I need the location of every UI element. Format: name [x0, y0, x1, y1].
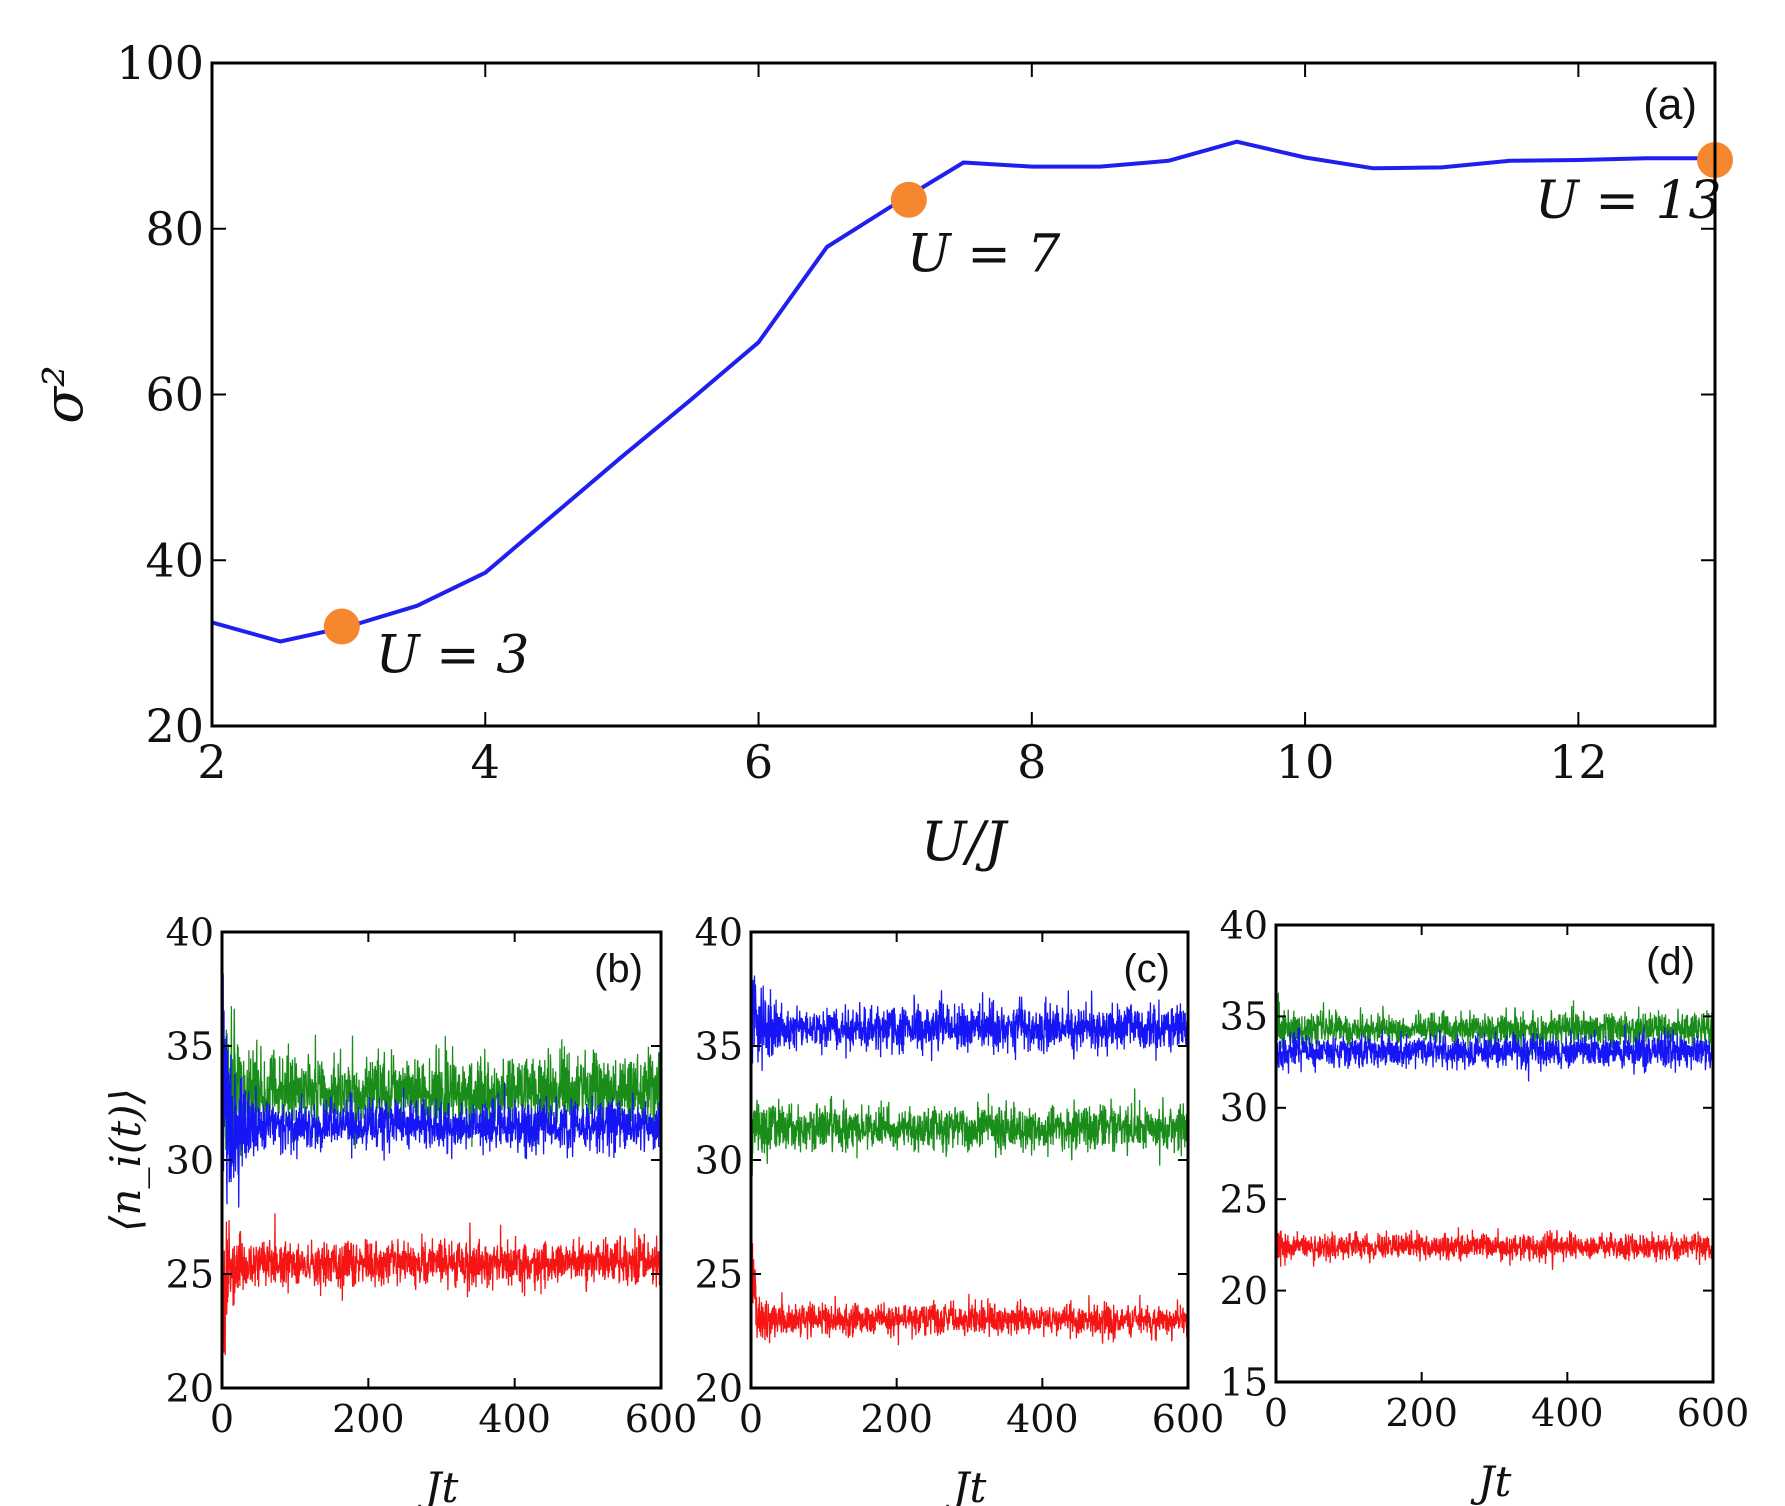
y-tick-label: 20	[1220, 1269, 1268, 1313]
series-trace-blue	[222, 973, 661, 1208]
y-tick-label: 30	[166, 1138, 214, 1182]
y-tick-label: 20	[166, 1366, 214, 1410]
y-tick-label: 30	[695, 1138, 743, 1182]
y-tick-label: 40	[145, 533, 204, 587]
x-tick-label: 6	[744, 735, 773, 789]
y-tick-label: 35	[166, 1024, 214, 1068]
y-tick-label: 35	[695, 1024, 743, 1068]
series-trace-green	[751, 1088, 1188, 1176]
marker-label: U = 13	[1535, 171, 1722, 231]
x-tick-label: 600	[1152, 1397, 1225, 1441]
x-tick-label: 400	[1006, 1397, 1079, 1441]
y-tick-label: 30	[1220, 1086, 1268, 1130]
plot-frame	[1274, 923, 1715, 1384]
x-tick-label: 600	[1677, 1391, 1750, 1435]
x-tick-label: 0	[210, 1397, 234, 1441]
plot-frame	[220, 930, 663, 1390]
x-tick-label: 0	[1264, 1391, 1288, 1435]
series-trace-blue	[1276, 1024, 1713, 1093]
y-tick-label: 60	[145, 368, 204, 422]
x-axis-label: Jt	[945, 1463, 987, 1506]
x-axis-label: U/J	[921, 810, 1010, 873]
series-trace-red	[1276, 1227, 1713, 1270]
x-tick-label: 12	[1549, 735, 1608, 789]
y-axis-label: σ²	[32, 365, 95, 424]
x-tick-label: 8	[1017, 735, 1046, 789]
panel-d: 0 200 400 600 15 20 25 30 35 40 (d) Jt	[1220, 903, 1750, 1506]
x-tick-label: 200	[332, 1397, 405, 1441]
y-tick-label: 35	[1220, 995, 1268, 1039]
x-tick-label: 400	[478, 1397, 551, 1441]
x-tick-label: 10	[1276, 735, 1335, 789]
y-tick-label: 25	[1220, 1178, 1268, 1222]
marker-point	[890, 181, 927, 218]
marker-point	[323, 608, 360, 645]
series-trace-red	[222, 1213, 661, 1360]
series-line-sigma2	[212, 139, 1715, 644]
y-tick-label: 15	[1220, 1360, 1268, 1404]
panel-label: (b)	[594, 947, 643, 991]
y-axis-label: ⟨n_i(t)⟩	[101, 1088, 150, 1232]
x-tick-label: 400	[1531, 1391, 1604, 1435]
series-trace-green	[222, 1005, 661, 1216]
y-tick-label: 100	[116, 36, 204, 90]
panel-label: (a)	[1643, 80, 1697, 129]
y-tick-label: 80	[145, 202, 204, 256]
x-tick-label: 200	[860, 1397, 933, 1441]
x-axis-label: Jt	[1470, 1457, 1512, 1506]
x-tick-label: 4	[471, 735, 500, 789]
panel-b: 0 200 400 600 20 25 30 35 40 (b) Jt ⟨n_i(t)⟩	[101, 910, 697, 1506]
y-tick-label: 25	[166, 1252, 214, 1296]
marker-label: U = 7	[907, 225, 1061, 285]
y-tick-label: 25	[695, 1252, 743, 1296]
marker-label: U = 3	[376, 626, 530, 686]
series-trace-red	[751, 1237, 1188, 1346]
x-tick-label: 2	[197, 735, 226, 789]
x-tick-label: 600	[625, 1397, 698, 1441]
y-tick-label: 40	[695, 910, 743, 954]
panel-label: (c)	[1123, 947, 1170, 991]
x-tick-label: 0	[739, 1397, 763, 1441]
x-tick-label: 200	[1385, 1391, 1458, 1435]
y-tick-label: 40	[1220, 903, 1268, 947]
series-trace-blue	[751, 944, 1188, 1071]
panel-label: (d)	[1646, 940, 1695, 984]
panel-a: U = 3 U = 7 U = 13 2 4 6 8 10 12 20 40 60 80 100 (a) U/…	[32, 36, 1733, 873]
y-tick-label: 20	[145, 699, 204, 753]
x-axis-label: Jt	[417, 1463, 459, 1506]
y-tick-label: 20	[695, 1366, 743, 1410]
panel-c: 0 200 400 600 20 25 30 35 40 (c) Jt	[695, 910, 1225, 1506]
y-tick-label: 40	[166, 910, 214, 954]
